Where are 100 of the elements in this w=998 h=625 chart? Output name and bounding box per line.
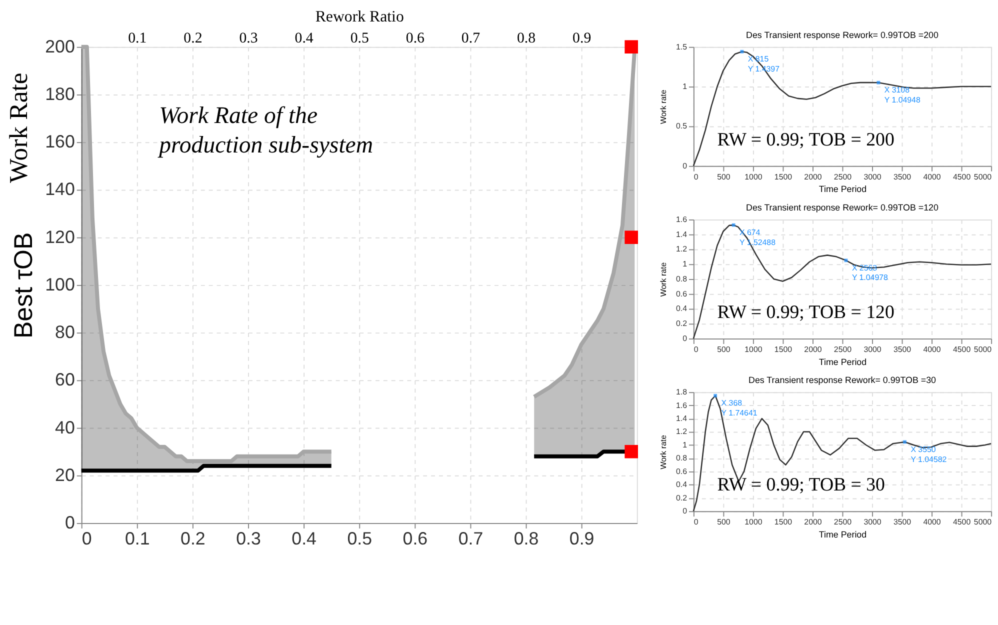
- annotation: X 3550 Y 1.04582: [910, 444, 947, 464]
- x-tick-label: 1500: [774, 172, 793, 182]
- y-tick-label: 80: [55, 322, 75, 342]
- x2-tick-label: 0.7: [461, 30, 481, 46]
- x2-axis-title: Rework Ratio: [315, 8, 404, 26]
- y-tick-label: 180: [45, 84, 75, 104]
- x-tick-label: 4000: [923, 172, 942, 182]
- y-tick-label: 1: [682, 260, 688, 269]
- y-tick-label: 1.6: [676, 400, 688, 410]
- y-axis-title: Best τOB: [10, 232, 38, 339]
- x-tick-label: 4000: [923, 518, 942, 527]
- y-tick-label: 20: [55, 464, 75, 485]
- x-tick-label: 500: [717, 172, 731, 182]
- y-tick-label: 0.4: [676, 304, 688, 314]
- x2-tick-label: 0.2: [184, 30, 202, 46]
- x-tick-label: 0: [82, 528, 92, 548]
- y-tick-label: 0.4: [676, 480, 688, 490]
- x-tick-label: 500: [717, 518, 731, 527]
- x-tick-label: 0: [694, 344, 699, 354]
- x-tick-label: 1000: [744, 518, 763, 527]
- point: [624, 444, 638, 458]
- y-axis-title: Work rate: [659, 262, 668, 297]
- y-tick-label: 0: [682, 506, 688, 516]
- y-tick-label: 0.2: [676, 319, 687, 328]
- y-tick-label: 1.5: [676, 42, 688, 52]
- x-tick-label: 1000: [744, 172, 763, 182]
- x2-tick-label: 0.3: [239, 30, 258, 46]
- y-tick-label: 0.6: [676, 289, 688, 298]
- x2-tick-label: 0.4: [294, 30, 314, 46]
- x-tick-label: 0: [694, 518, 699, 527]
- y-tick-label: 0.6: [676, 466, 688, 476]
- y-tick-label: 40: [55, 417, 75, 438]
- x-tick-label: 1000: [744, 344, 763, 354]
- x-tick-label: 2500: [834, 518, 852, 527]
- y-axis-title: Work rate: [659, 434, 668, 470]
- x-tick-label: 1500: [774, 344, 793, 354]
- x-tick-label: 0.3: [236, 528, 261, 548]
- x-tick-label: 3000: [864, 172, 882, 182]
- chart-title: Des Transient response Rework= 0.99TOB =30: [748, 375, 936, 386]
- y-tick-label: 0.8: [676, 274, 688, 284]
- y-tick-label: 0.2: [676, 493, 687, 502]
- x-tick-label: 5000: [974, 344, 992, 354]
- point: [624, 40, 638, 54]
- x2-tick-label: 0.5: [350, 30, 369, 46]
- y-tick-label: 120: [45, 226, 75, 247]
- y-tick-label: 0.5: [676, 122, 688, 131]
- x-tick-label: 0.4: [292, 528, 317, 548]
- y-tick-label: 60: [55, 370, 75, 390]
- y-tick-label: 1: [682, 440, 688, 450]
- y-tick-label: 160: [45, 132, 75, 152]
- x2-tick-label: 0.9: [572, 30, 592, 46]
- annotation: RW = 0.99; TOB = 30: [717, 474, 885, 496]
- x-tick-label: 2000: [804, 344, 822, 354]
- y-tick-label: 200: [45, 36, 75, 56]
- x-tick-label: 0.5: [347, 528, 372, 548]
- x-tick-label: 0.8: [514, 528, 539, 548]
- x-tick-label: 0.6: [402, 528, 428, 548]
- annotation: X 3108 Y 1.04948: [884, 86, 921, 104]
- y-tick-label: 1.2: [676, 244, 687, 254]
- x-tick-label: 4000: [923, 344, 942, 354]
- x-tick-label: 2000: [804, 172, 822, 182]
- x-tick-label: 0: [694, 172, 699, 182]
- annotation: RW = 0.99; TOB = 200: [717, 129, 894, 150]
- y-tick-label: 0.8: [676, 454, 688, 463]
- x-tick-label: 3500: [893, 172, 912, 182]
- point: [624, 230, 638, 244]
- x-tick-label: 0.9: [569, 528, 594, 548]
- y-tick-label: 100: [45, 274, 75, 294]
- x-tick-label: 3500: [893, 518, 912, 527]
- y-tick-label: 1.6: [676, 214, 688, 224]
- x-tick-label: 2000: [804, 518, 822, 527]
- annotation: Work Rate of the production sub-system: [157, 102, 374, 159]
- y-tick-label: 1.4: [676, 230, 688, 239]
- x-tick-label: 3000: [864, 344, 882, 354]
- x-tick-label: 4500: [952, 172, 972, 182]
- y-tick-label: 1.4: [676, 414, 688, 424]
- annotation: X 368 Y 1.74641: [721, 398, 758, 418]
- x-tick-label: 5000: [974, 172, 992, 182]
- y-tick-label: 1: [682, 82, 688, 92]
- x2-tick-label: 0.1: [128, 30, 147, 46]
- y-tick-label: 1.8: [676, 388, 688, 397]
- x-axis-title: Time Period: [818, 356, 867, 367]
- y-tick-label: 0: [682, 161, 688, 170]
- text: Work Rate: [4, 72, 33, 183]
- annotation: RW = 0.99; TOB = 120: [717, 302, 894, 323]
- x-tick-label: 3000: [864, 518, 882, 527]
- x-tick-label: 4500: [952, 344, 972, 354]
- chart-title: Des Transient response Rework= 0.99TOB =120: [746, 202, 938, 213]
- y-tick-label: 1.2: [676, 427, 687, 436]
- x-tick-label: 3500: [893, 344, 912, 354]
- x-tick-label: 1500: [774, 518, 793, 527]
- x-tick-label: 0.2: [180, 528, 206, 548]
- x-tick-label: 2500: [834, 344, 852, 354]
- chart-title: Des Transient response Rework= 0.99TOB =200: [746, 30, 938, 40]
- x-tick-label: 0.7: [458, 528, 484, 548]
- x-tick-label: 0.1: [124, 528, 150, 548]
- x2-tick-label: 0.6: [406, 30, 424, 46]
- x2-tick-label: 0.8: [516, 30, 536, 46]
- x-axis-title: Time Period: [818, 529, 867, 540]
- x-tick-label: 5000: [974, 518, 992, 527]
